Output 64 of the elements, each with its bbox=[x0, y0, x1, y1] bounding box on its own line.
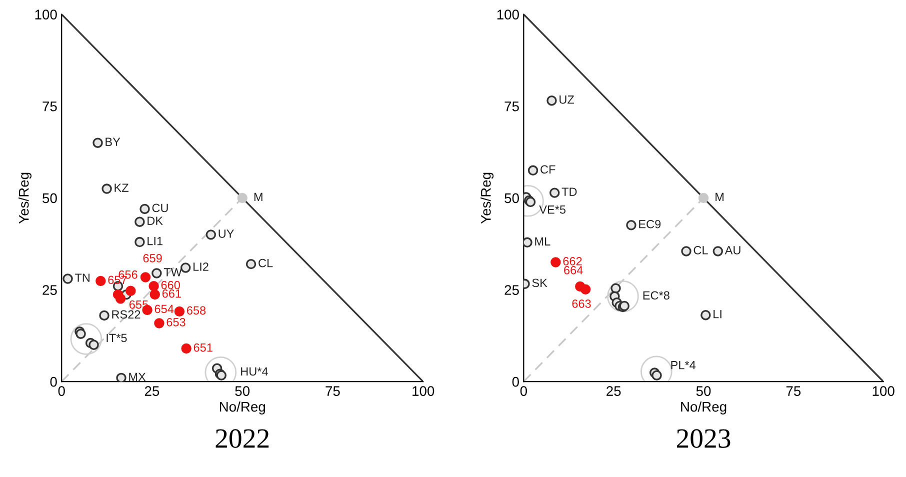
y-tick-label: 100 bbox=[497, 10, 519, 20]
annotation: 663 bbox=[572, 299, 591, 308]
y-tick-label: 50 bbox=[504, 193, 519, 204]
y-tick-label: 75 bbox=[504, 102, 519, 112]
annotation: CL bbox=[694, 246, 708, 254]
annotation: SK bbox=[532, 278, 548, 288]
text: 2023 bbox=[676, 429, 730, 448]
x-tick-label: 75 bbox=[786, 386, 801, 396]
x-axis-title: No/Reg bbox=[681, 401, 726, 414]
annotation: UZ bbox=[560, 96, 574, 104]
annotation: EC*8 bbox=[643, 291, 670, 300]
annotation: ML bbox=[535, 237, 550, 246]
annotation: TN bbox=[74, 274, 90, 282]
annotation: RS22 bbox=[112, 310, 140, 319]
annotation: M bbox=[716, 192, 724, 202]
annotation: HU*4 bbox=[241, 367, 268, 376]
annotation: 654 bbox=[154, 304, 174, 314]
y-tick-label: 0 bbox=[50, 376, 57, 387]
annotation: 658 bbox=[187, 306, 206, 315]
annotation: DK bbox=[148, 216, 163, 225]
annotation: AU bbox=[724, 246, 740, 254]
y-tick-label: 100 bbox=[35, 10, 57, 20]
annotation: EC9 bbox=[639, 220, 661, 228]
x-tick-label: 50 bbox=[696, 386, 711, 396]
y-tick-label: 50 bbox=[42, 193, 57, 204]
text: 2022 bbox=[216, 429, 269, 448]
annotation: 661 bbox=[162, 289, 181, 298]
annotation: UY bbox=[218, 230, 234, 238]
annotation: CL bbox=[258, 258, 273, 268]
x-tick-label: 0 bbox=[58, 386, 65, 396]
x-tick-label: 75 bbox=[326, 386, 340, 396]
annotation: 660 bbox=[161, 280, 180, 290]
annotation: 659 bbox=[143, 254, 162, 262]
x-tick-label: 0 bbox=[520, 386, 527, 396]
annotation: BY bbox=[106, 138, 120, 146]
annotation: 662 bbox=[563, 257, 582, 266]
y-axis-title: Yes/Reg bbox=[18, 172, 32, 224]
x-tick-label: 50 bbox=[235, 386, 250, 396]
annotation: IT*5 bbox=[106, 334, 127, 342]
x-tick-label: 25 bbox=[606, 386, 621, 396]
annotation: 653 bbox=[166, 318, 186, 326]
y-tick-label: 25 bbox=[504, 285, 519, 295]
annotation: CF bbox=[540, 165, 556, 174]
annotation: 664 bbox=[564, 266, 583, 274]
annotation: VE*5 bbox=[539, 206, 566, 214]
annotation: 651 bbox=[194, 343, 212, 352]
annotation: M bbox=[254, 192, 262, 202]
x-tick-label: 25 bbox=[144, 386, 160, 396]
annotation: PL*4 bbox=[671, 361, 696, 370]
annotation: CU bbox=[152, 204, 168, 212]
y-tick-label: 25 bbox=[42, 285, 57, 295]
x-tick-label: 100 bbox=[872, 386, 894, 396]
y-tick-label: 75 bbox=[42, 102, 57, 112]
annotation: LI1 bbox=[148, 236, 162, 246]
annotation: KZ bbox=[114, 184, 128, 192]
x-axis-title: No/Reg bbox=[220, 401, 266, 414]
annotation: LI bbox=[714, 310, 722, 318]
annotation: TD bbox=[562, 188, 577, 196]
y-axis-title: Yes/Reg bbox=[480, 172, 494, 224]
annotation: TW bbox=[164, 268, 182, 276]
y-tick-label: 0 bbox=[512, 376, 519, 387]
annotation: MX bbox=[129, 372, 146, 381]
x-tick-label: 100 bbox=[412, 386, 434, 396]
annotation: LI2 bbox=[194, 262, 208, 271]
